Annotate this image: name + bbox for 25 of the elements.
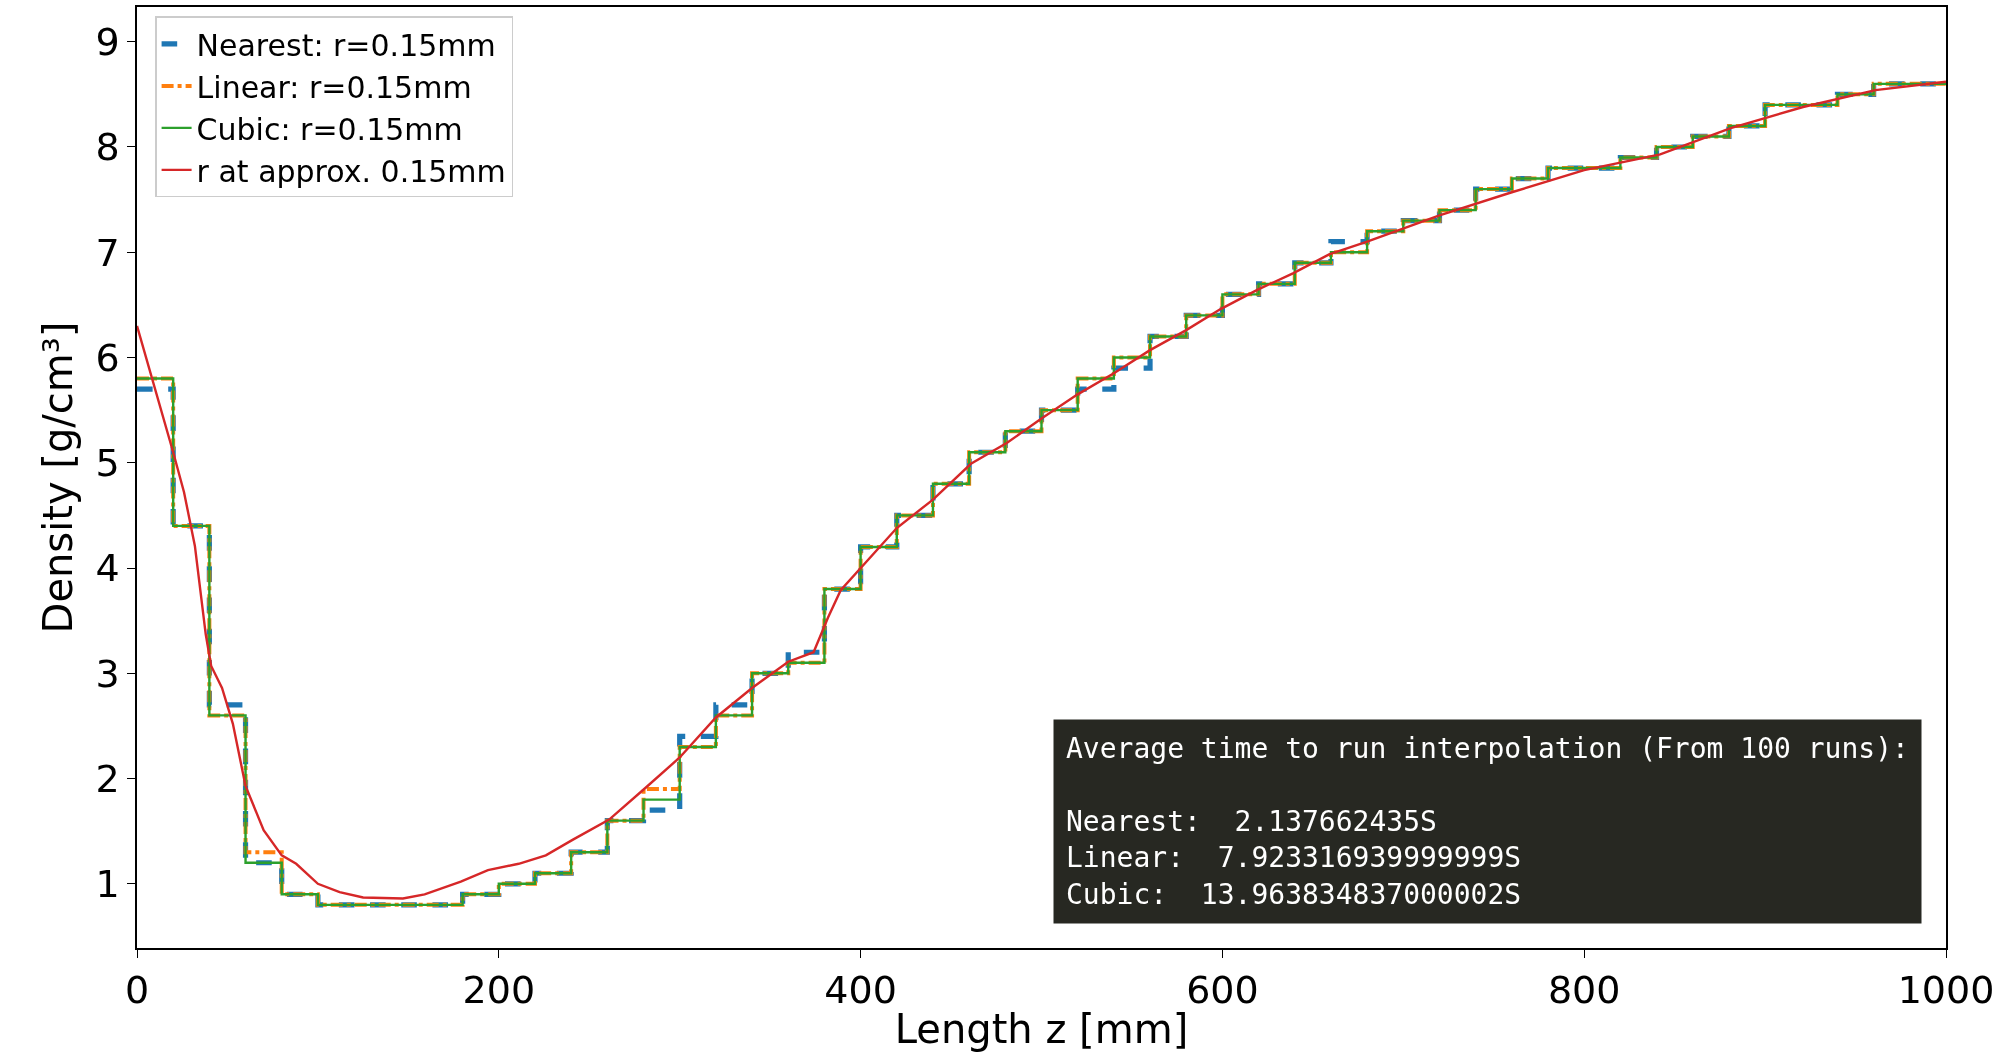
annotation: Cubic: 13.963834837000002S	[1066, 877, 1522, 911]
annotation: Linear: 7.923316939999999S	[1066, 841, 1522, 875]
x-tick-label: 600	[1186, 968, 1259, 1013]
legend-label: Linear: r=0.15mm	[196, 69, 472, 105]
annotation: Nearest: 2.137662435S	[1066, 804, 1437, 838]
y-tick-label: 1	[95, 862, 120, 907]
x-tick-label: 200	[462, 968, 536, 1013]
x-tick-label: 0	[124, 968, 150, 1013]
y-tick-label: 4	[95, 546, 120, 591]
y-tick-label: 3	[95, 651, 120, 696]
y-tick-label: 7	[95, 230, 120, 275]
y-tick-label: 9	[95, 20, 120, 65]
x-tick-label: 800	[1547, 968, 1621, 1013]
y-axis-title: Density [g/cm³]	[35, 321, 82, 634]
y-tick-label: 2	[95, 756, 120, 801]
x-tick-label: 400	[824, 968, 897, 1013]
x-tick-label: 1000	[1897, 968, 1995, 1013]
annotation: Average time to run interpolation (From 100 runs):	[1066, 732, 1909, 765]
y-tick-label: 8	[95, 125, 120, 170]
y-tick-label: 6	[95, 335, 120, 380]
x-axis-title: Length z [mm]	[894, 1006, 1189, 1052]
legend-label: Cubic: r=0.15mm	[196, 111, 463, 147]
y-tick-label: 5	[95, 441, 120, 486]
legend-label: Nearest: r=0.15mm	[196, 27, 496, 63]
legend-label: r at approx. 0.15mm	[196, 153, 506, 189]
